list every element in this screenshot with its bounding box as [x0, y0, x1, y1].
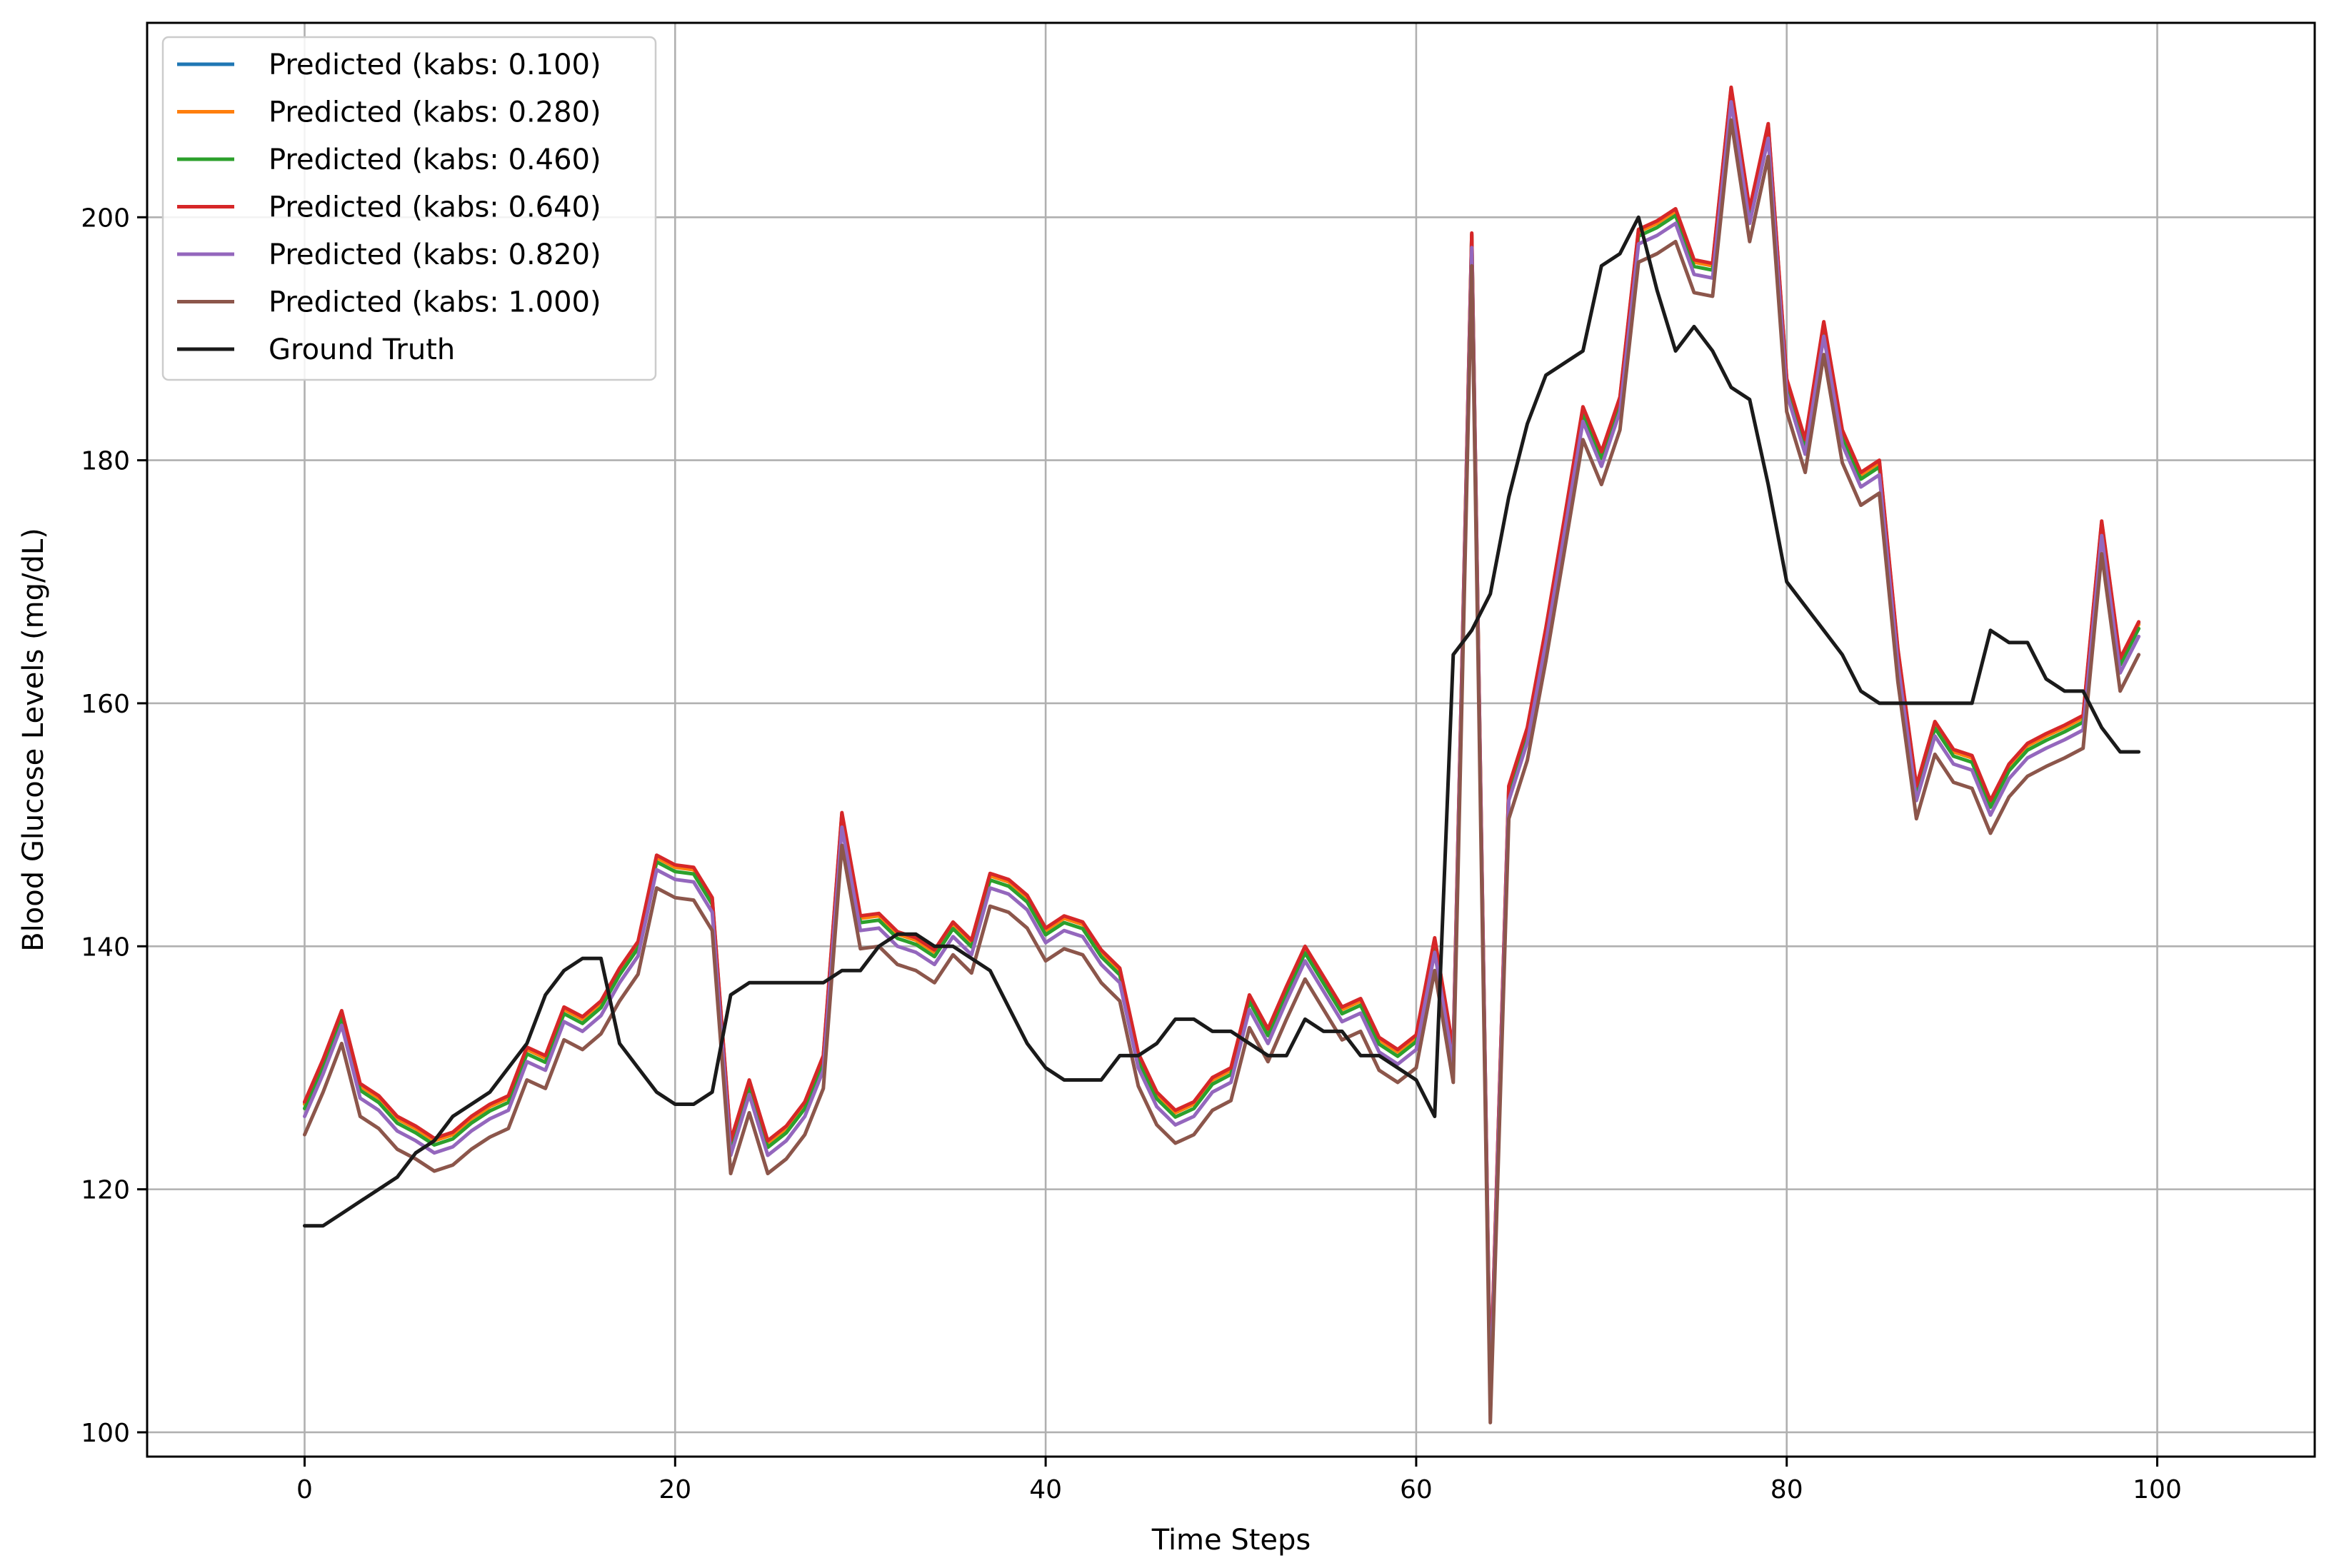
- x-tick-label: 80: [1770, 1475, 1803, 1504]
- legend-entry: Predicted (kabs: 0.460): [269, 144, 601, 176]
- x-tick-label: 60: [1400, 1475, 1433, 1504]
- y-tick-label: 160: [81, 690, 130, 719]
- legend-entry: Predicted (kabs: 1.000): [269, 286, 601, 319]
- x-axis-label: Time Steps: [1151, 1524, 1311, 1557]
- x-tick-label: 100: [2133, 1475, 2182, 1504]
- x-tick-label: 0: [296, 1475, 313, 1504]
- legend-entry: Predicted (kabs: 0.640): [269, 191, 601, 224]
- legend-entry: Predicted (kabs: 0.100): [269, 49, 601, 81]
- y-tick-label: 140: [81, 933, 130, 962]
- legend: Predicted (kabs: 0.100) Predicted (kabs: …: [161, 36, 657, 381]
- series-lines: [303, 85, 2141, 1424]
- y-axis-label: Blood Glucose Levels (mg/dL): [17, 528, 50, 952]
- y-tick-label: 100: [81, 1419, 130, 1448]
- legend-entry: Predicted (kabs: 0.820): [269, 238, 601, 271]
- y-tick-label: 120: [81, 1176, 130, 1205]
- legend-entry: Predicted (kabs: 0.280): [269, 96, 601, 129]
- series-line-7: [303, 215, 2141, 1228]
- plot-frame: [146, 21, 2316, 1458]
- x-tick-label: 40: [1029, 1475, 1062, 1504]
- series-line-4: [303, 85, 2141, 1392]
- legend-entry: Ground Truth: [269, 333, 455, 366]
- y-tick-label: 200: [81, 203, 130, 233]
- y-tick-label: 180: [81, 447, 130, 476]
- series-line-6: [303, 118, 2141, 1424]
- legend-box: [161, 36, 657, 381]
- axis-ticks: 0 20 40 60 80 100 100 120 140 160 180 200: [81, 203, 2182, 1504]
- x-tick-label: 20: [658, 1475, 691, 1504]
